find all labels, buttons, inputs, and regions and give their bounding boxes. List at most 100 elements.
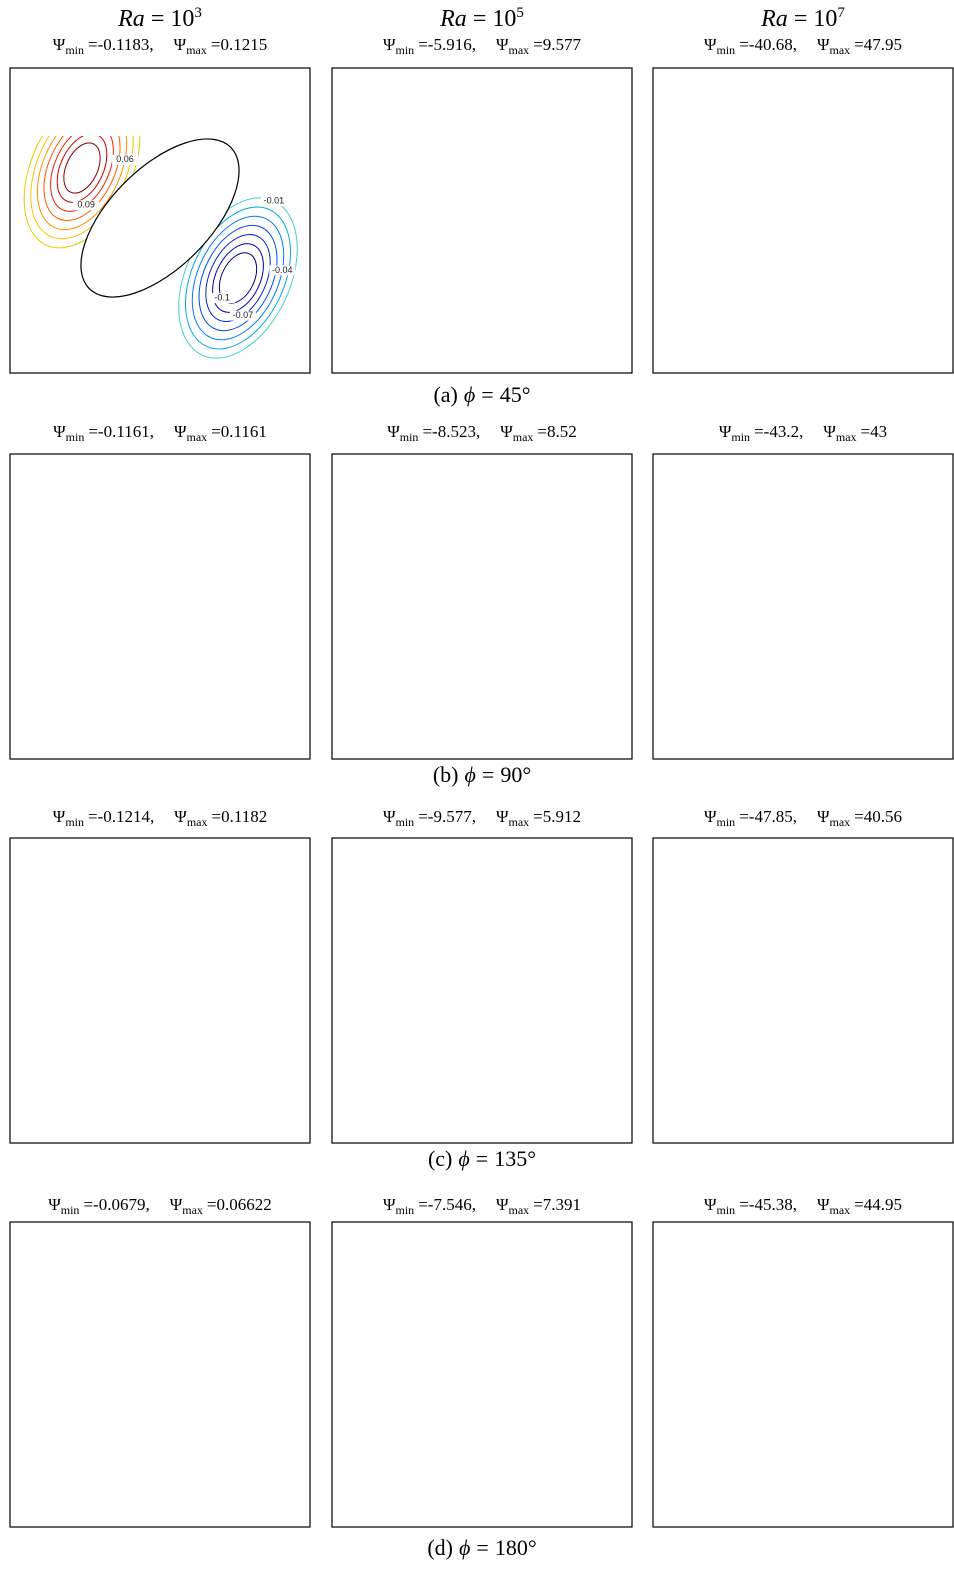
label-bg — [394, 463, 420, 473]
psi-range: Ψmin=-45.38,Ψmax=44.95 — [704, 1195, 902, 1217]
obstacle — [68, 1342, 252, 1432]
contour-line — [682, 897, 761, 1078]
psi-symbol: Ψ — [719, 422, 732, 441]
psi-max: 9.577 — [543, 35, 582, 54]
equals: = — [537, 422, 547, 441]
contour-line — [47, 126, 117, 210]
contour-line — [67, 564, 103, 649]
contour-line — [360, 1251, 465, 1362]
contour-label: 0.68 — [744, 74, 762, 84]
panel-frame — [10, 1222, 310, 1527]
contour-line — [202, 896, 273, 981]
contour-line — [508, 889, 600, 1006]
contour-label: -4.56 — [570, 1329, 591, 1339]
equals: = — [861, 422, 871, 441]
contour-line — [833, 498, 929, 711]
column-header: Ra=107 — [760, 5, 845, 32]
contour-line — [675, 882, 768, 1095]
contour-label: -0.01 — [192, 855, 213, 865]
label-bg — [211, 1494, 237, 1504]
caption-tag: (b) — [433, 762, 459, 787]
label-bg — [766, 1303, 792, 1313]
equals: = — [418, 807, 428, 826]
contour-line — [62, 1446, 98, 1479]
contour-line — [215, 1265, 265, 1310]
contour-line — [212, 907, 264, 969]
label-bg — [544, 463, 570, 473]
equals: = — [533, 1195, 543, 1214]
contour-line — [35, 1247, 124, 1327]
contour-line — [387, 140, 437, 205]
psi-max: 0.1215 — [220, 35, 267, 54]
label-bg — [541, 1230, 567, 1240]
ra-symbol: Ra — [117, 6, 145, 32]
contour-label: -14.47 — [912, 557, 938, 567]
contour-line — [35, 1422, 124, 1502]
psi-range: Ψmin=-0.0679,Ψmax=0.06622 — [48, 1195, 272, 1217]
contour-label: -0.06 — [214, 1494, 235, 1504]
contour-line — [779, 867, 936, 1049]
contour-line — [164, 850, 311, 1025]
label-bg — [827, 850, 853, 860]
angle: 45° — [500, 382, 531, 407]
contour-line — [352, 1243, 472, 1371]
contour-label: -0.58 — [544, 1229, 565, 1239]
psi-range: Ψmin=-7.546,Ψmax=7.391 — [383, 1195, 581, 1217]
psi-symbol: Ψ — [823, 422, 836, 441]
contour-label: 1.7 — [401, 462, 414, 472]
label-bg — [751, 941, 777, 951]
contour-line — [497, 468, 617, 744]
base: 10 — [492, 6, 516, 32]
contour-line — [857, 1314, 900, 1391]
row-caption: (d)ϕ=180° — [427, 1535, 536, 1560]
equals: = — [88, 35, 98, 54]
contour-label: -4.41 — [576, 971, 597, 981]
psi-symbol: Ψ — [174, 807, 187, 826]
contour-line — [182, 1235, 298, 1339]
label-bg — [97, 1003, 123, 1013]
psi-max: 43 — [870, 422, 887, 441]
label-bg — [105, 1063, 131, 1073]
label-bg — [522, 949, 548, 959]
contour-label: -2.84 — [589, 559, 610, 569]
label-bg — [417, 653, 443, 663]
panel-frame — [332, 838, 632, 1143]
equals: = — [476, 1535, 488, 1560]
contour-label: 0.03 — [109, 85, 127, 95]
contour-label: 3.98 — [441, 559, 459, 569]
psi-symbol: Ψ — [817, 35, 830, 54]
row-caption: (c)ϕ=135° — [428, 1146, 536, 1171]
contour-line — [209, 1434, 272, 1490]
caption-tag: (a) — [433, 382, 457, 407]
phi: ϕ — [464, 382, 475, 407]
contour-line — [679, 1256, 784, 1429]
contour-line — [352, 880, 462, 1096]
contour-label: 0.05 — [101, 1003, 119, 1013]
psi-symbol: Ψ — [174, 422, 187, 441]
exponent: 3 — [194, 5, 202, 21]
label-bg — [892, 651, 918, 661]
psi-symbol: Ψ — [704, 807, 717, 826]
contour-label: 3.41 — [420, 1430, 438, 1440]
contour-label: -0.28 — [519, 851, 540, 861]
contour-label: 0.09 — [77, 200, 95, 210]
label-bg — [227, 1230, 253, 1240]
equals: = — [794, 6, 808, 32]
contour-panel: 1.423.415.4-0.58-2.57-4.56-6.55 — [342, 1229, 622, 1512]
psi-symbol: Ψ — [496, 35, 509, 54]
label-bg — [770, 169, 796, 179]
contour-panel: 0.030.060.09-0.01-0.04-0.07-0.1 — [1, 70, 321, 377]
obstacle — [390, 1342, 574, 1432]
label-bg — [67, 1230, 93, 1240]
separator: , — [145, 1195, 149, 1214]
contour-label: 0.02 — [76, 465, 94, 475]
contour-label: 0.09 — [109, 1062, 127, 1072]
contour-line — [847, 529, 914, 679]
contour-label: -0.04 — [250, 894, 271, 904]
contour-line — [193, 884, 283, 991]
contour-line — [791, 74, 954, 362]
subscript: min — [396, 815, 415, 829]
psi-min: -47.85 — [749, 807, 793, 826]
psi-range: Ψmin=-40.68,Ψmax=47.95 — [704, 35, 902, 57]
equals: = — [476, 1146, 488, 1171]
